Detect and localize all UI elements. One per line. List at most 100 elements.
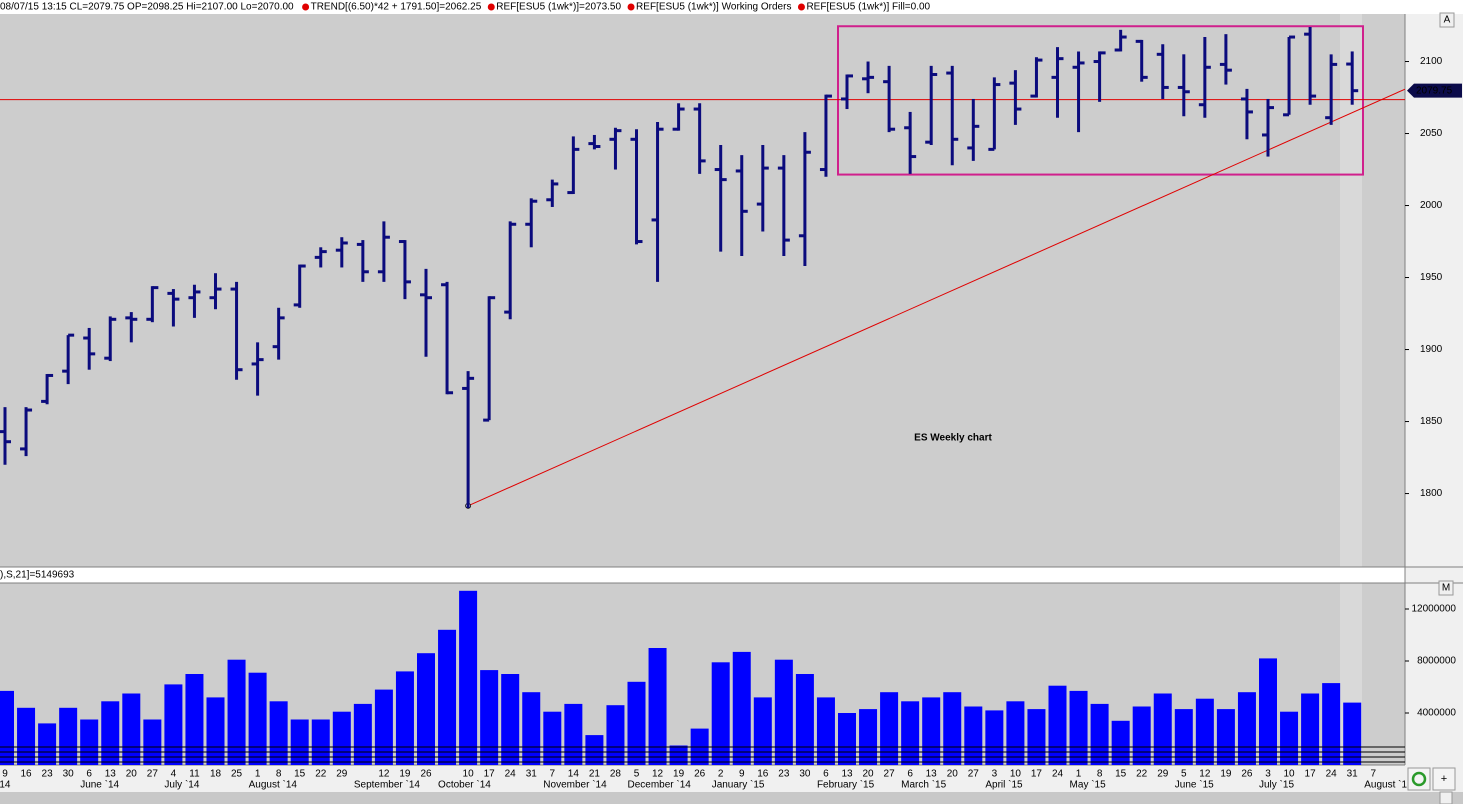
zoom-button[interactable] — [1432, 767, 1456, 791]
x-tick-label: 13 — [105, 769, 117, 780]
volume-bar — [859, 709, 878, 765]
x-tick-label: 5 — [1181, 769, 1187, 780]
x-tick-label: 12 — [378, 769, 390, 780]
x-group-label: July `14 — [164, 779, 199, 791]
volume-bar — [1090, 703, 1109, 765]
x-tick-label: 10 — [1010, 769, 1022, 780]
x-tick-label: 27 — [968, 769, 980, 780]
x-tick-label: 13 — [926, 769, 938, 780]
volume-bar — [1301, 693, 1320, 765]
x-group-label: June `14 — [80, 779, 119, 791]
x-tick-label: 17 — [1305, 769, 1317, 780]
study-label: REF[ESU5 (1wk*)] Fill=0.00 — [806, 2, 930, 13]
scroll-right[interactable] — [1439, 791, 1453, 804]
study-dot — [487, 3, 495, 11]
volume-bar — [606, 705, 625, 765]
volume-bar — [143, 719, 162, 765]
x-group-label: April `15 — [985, 779, 1023, 791]
volume-pane-button[interactable] — [1438, 580, 1454, 596]
volume-bar — [1006, 701, 1025, 765]
volume-pane-button-label[interactable]: M — [1442, 583, 1450, 594]
volume-bar — [1237, 692, 1256, 765]
x-tick-label: 19 — [673, 769, 685, 780]
volume-bar — [0, 690, 14, 765]
refresh-button[interactable] — [1407, 767, 1431, 791]
x-tick-label: 20 — [862, 769, 874, 780]
x-tick-label: 9 — [2, 769, 8, 780]
volume-bar — [922, 697, 941, 765]
volume-bar — [1195, 698, 1214, 765]
x-tick-label: 11 — [189, 769, 200, 780]
volume-bar — [753, 697, 772, 765]
price-plot: ES Weekly chart — [0, 25, 1405, 509]
volume-bar — [1132, 706, 1151, 765]
x-group-label: September `14 — [354, 779, 421, 791]
study-dot — [797, 3, 805, 11]
volume-bar — [269, 701, 288, 765]
y-tick-label: 8000000 — [1417, 656, 1456, 667]
y-tick-label: 1850 — [1420, 416, 1443, 427]
volume-bar — [1048, 685, 1067, 765]
x-tick-label: 12 — [1199, 769, 1211, 780]
x-tick-label: 3 — [992, 769, 998, 780]
x-group-label: October `14 — [438, 779, 491, 791]
x-tick-label: 10 — [1283, 769, 1295, 780]
x-tick-label: 23 — [42, 769, 54, 780]
x-tick-label: 30 — [799, 769, 811, 780]
volume-bar — [1343, 702, 1362, 765]
x-tick-label: 5 — [634, 769, 640, 780]
x-group-label: May `15 — [1070, 779, 1107, 791]
x-tick-label: 6 — [907, 769, 913, 780]
zoom-button-label[interactable]: + — [1441, 773, 1447, 785]
volume-bar — [164, 684, 183, 765]
price-pane-button[interactable] — [1439, 12, 1455, 28]
refresh-icon[interactable] — [1411, 771, 1427, 787]
volume-bar — [395, 671, 414, 765]
study-dot — [302, 3, 310, 11]
x-tick-label: 17 — [484, 769, 496, 780]
volume-bar — [564, 703, 583, 765]
x-tick-label: 24 — [1326, 769, 1338, 780]
volume-bar — [459, 590, 478, 765]
last-price-label: 2079.75 — [1416, 85, 1453, 96]
y-tick-label: 2000 — [1420, 200, 1443, 211]
volume-bar — [1259, 658, 1277, 765]
volume-bar — [122, 693, 141, 765]
volume-bar — [711, 662, 730, 765]
x-tick-label: 29 — [336, 769, 348, 780]
x-tick-label: 15 — [1115, 769, 1127, 780]
x-tick-label: 12 — [652, 769, 664, 780]
volume-bar — [901, 701, 920, 765]
volume-bar — [669, 745, 688, 765]
x-tick-label: 18 — [210, 769, 222, 780]
header: 08/07/15 13:15 CL=2079.75 OP=2098.25 Hi=… — [0, 2, 931, 581]
x-tick-label: 31 — [1347, 769, 1359, 780]
volume-bar — [943, 692, 962, 765]
x-tick-label: 22 — [1136, 769, 1148, 780]
x-tick-label: 16 — [757, 769, 769, 780]
volume-bar — [501, 674, 520, 765]
x-group-label: `14 — [0, 779, 11, 791]
current-bar-shade — [1340, 14, 1362, 567]
x-tick-label: 24 — [1052, 769, 1064, 780]
volume-bar — [17, 707, 36, 765]
volume-bar — [80, 719, 99, 765]
x-tick-label: 1 — [1076, 769, 1082, 780]
y-tick-label: 1950 — [1420, 272, 1443, 283]
axes: 1800 1850 1900 1950 2000 2050 2100 2079.75 40000… — [0, 56, 1462, 791]
x-group-label: December `14 — [628, 779, 692, 791]
volume-bar — [206, 697, 225, 765]
x-tick-label: 29 — [1157, 769, 1169, 780]
trendline — [467, 88, 1405, 507]
volume-bar — [101, 701, 120, 765]
volume-header: ),S,21]=5149693 — [0, 570, 75, 581]
price-pane-button-label[interactable]: A — [1444, 15, 1451, 26]
x-tick-label: 21 — [589, 769, 601, 780]
volume-bar — [880, 692, 899, 765]
x-tick-label: 6 — [823, 769, 829, 780]
x-group-label: August `15 — [1364, 779, 1413, 791]
x-tick-label: 19 — [399, 769, 411, 780]
scrollbar[interactable] — [0, 792, 1463, 804]
x-group-label: February `15 — [817, 779, 875, 791]
